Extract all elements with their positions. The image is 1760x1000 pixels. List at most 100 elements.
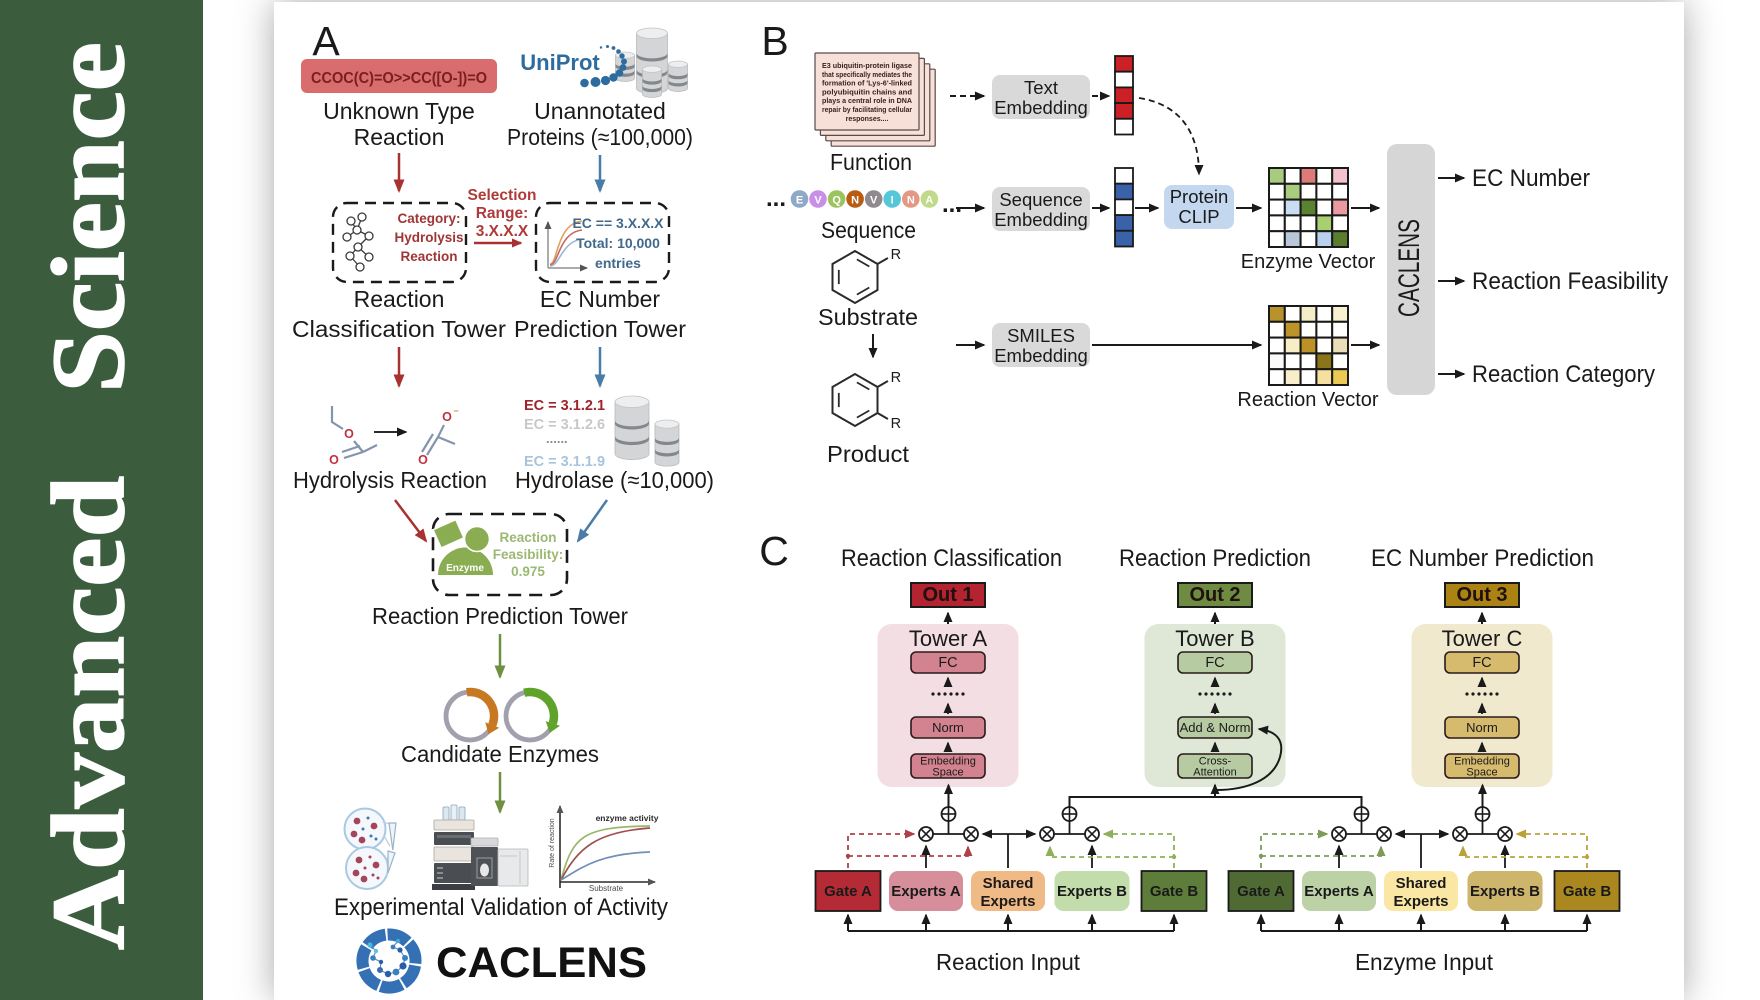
svg-text:Candidate Enzymes: Candidate Enzymes (401, 741, 599, 767)
svg-text:Reaction Prediction Tower: Reaction Prediction Tower (372, 603, 628, 629)
svg-text:Experts B: Experts B (1057, 883, 1127, 900)
svg-text:......: ...... (546, 431, 568, 446)
svg-text:Experts: Experts (980, 893, 1035, 910)
svg-text:Experts A: Experts A (891, 883, 961, 900)
svg-text:UniProt: UniProt (520, 50, 600, 75)
svg-text:0.975: 0.975 (511, 564, 545, 579)
svg-text:CCOC(C)=O>>CC([O-])=O: CCOC(C)=O>>CC([O-])=O (311, 70, 487, 87)
svg-text:...: ... (766, 185, 786, 212)
svg-text:Enzyme Vector: Enzyme Vector (1241, 251, 1376, 273)
svg-text:Reaction: Reaction (400, 249, 457, 264)
svg-text:CACLENS: CACLENS (436, 939, 647, 987)
svg-text:Experts B: Experts B (1470, 883, 1540, 900)
svg-text:Embedding: Embedding (994, 345, 1088, 366)
svg-text:Enzyme: Enzyme (446, 563, 484, 574)
svg-text:Feasibility:: Feasibility: (493, 547, 564, 562)
svg-text:...: ... (942, 191, 962, 218)
svg-text:E3 ubiquitin-protein ligase: E3 ubiquitin-protein ligase (822, 63, 912, 70)
svg-text:EC = 3.1.2.6: EC = 3.1.2.6 (524, 417, 605, 433)
svg-text:Rate of reaction: Rate of reaction (549, 818, 556, 868)
svg-text:Classification Tower: Classification Tower (292, 316, 506, 342)
svg-text:A: A (312, 18, 340, 64)
svg-text:Embedding: Embedding (920, 756, 976, 768)
svg-text:responses....: responses.... (846, 116, 889, 123)
svg-text:N: N (851, 195, 859, 207)
svg-text:Unannotated: Unannotated (534, 98, 666, 124)
svg-text:EC = 3.1.2.1: EC = 3.1.2.1 (524, 398, 605, 414)
svg-text:Out 3: Out 3 (1456, 584, 1507, 606)
svg-text:Hydrolysis Reaction: Hydrolysis Reaction (293, 467, 487, 493)
svg-text:entries: entries (595, 255, 641, 271)
svg-text:Reaction Category: Reaction Category (1472, 361, 1655, 388)
svg-text:Out 2: Out 2 (1189, 584, 1240, 606)
svg-text:Tower C: Tower C (1442, 626, 1523, 651)
svg-text:Reaction Input: Reaction Input (936, 949, 1081, 975)
svg-text:Embedding: Embedding (1454, 756, 1510, 768)
svg-text:Q: Q (832, 195, 841, 207)
svg-text:Unknown Type: Unknown Type (323, 98, 475, 124)
svg-text:Total: 10,000: Total: 10,000 (576, 235, 660, 251)
svg-text:Shared: Shared (1396, 875, 1447, 892)
svg-text:Space: Space (1466, 767, 1497, 779)
svg-text:Enzyme Input: Enzyme Input (1355, 949, 1494, 975)
svg-text:FC: FC (938, 655, 957, 671)
svg-text:Embedding: Embedding (994, 97, 1088, 118)
svg-text:CLIP: CLIP (1178, 206, 1219, 227)
svg-text:Range:: Range: (476, 205, 529, 222)
svg-text:V: V (870, 195, 878, 207)
svg-text:Reaction Feasibility: Reaction Feasibility (1472, 268, 1668, 295)
svg-text:I: I (891, 195, 894, 207)
svg-text:Gate B: Gate B (1563, 883, 1612, 900)
svg-text:Product: Product (827, 441, 910, 467)
svg-text:Reaction Classification: Reaction Classification (841, 545, 1062, 572)
svg-text:O: O (418, 453, 428, 467)
svg-text:EC Number Prediction: EC Number Prediction (1371, 545, 1594, 572)
svg-text:R: R (891, 416, 901, 432)
svg-text:Tower B: Tower B (1175, 626, 1254, 651)
svg-text:Protein: Protein (1170, 186, 1229, 207)
svg-text:enzyme activity: enzyme activity (596, 813, 659, 823)
svg-text:Substrate: Substrate (818, 304, 918, 330)
svg-text:V: V (814, 195, 822, 207)
svg-text:A: A (925, 195, 933, 207)
svg-text:that specifically mediates the: that specifically mediates the (822, 72, 912, 79)
svg-text:EC Number: EC Number (1472, 165, 1590, 192)
svg-text:Gate A: Gate A (824, 883, 872, 900)
svg-text:Reaction Prediction: Reaction Prediction (1119, 545, 1311, 572)
svg-text:C: C (759, 528, 789, 574)
svg-text:Gate B: Gate B (1150, 883, 1199, 900)
svg-text:Out 1: Out 1 (922, 584, 973, 606)
svg-text:N: N (907, 195, 915, 207)
svg-text:Space: Space (932, 767, 963, 779)
svg-text:3.X.X.X: 3.X.X.X (476, 223, 529, 240)
svg-text:repair by facilitating cellula: repair by facilitating cellular (822, 107, 912, 114)
svg-text:EC == 3.X.X.X: EC == 3.X.X.X (572, 215, 664, 231)
svg-text:Reaction: Reaction (354, 124, 445, 150)
svg-text:Reaction Vector: Reaction Vector (1237, 389, 1379, 411)
svg-text:Shared: Shared (983, 875, 1034, 892)
svg-text:−: − (453, 406, 458, 416)
svg-text:O: O (329, 453, 339, 467)
svg-text:Hydrolase (≈10,000): Hydrolase (≈10,000) (515, 467, 714, 493)
svg-text:B: B (761, 18, 788, 64)
svg-text:Experts A: Experts A (1304, 883, 1374, 900)
svg-text:E: E (796, 195, 803, 207)
svg-text:Prediction Tower: Prediction Tower (514, 316, 686, 342)
svg-text:R: R (891, 247, 901, 263)
svg-text:Advanced Science: Advanced Science (31, 42, 146, 950)
svg-text:Gate A: Gate A (1237, 883, 1285, 900)
svg-text:Proteins (≈100,000): Proteins (≈100,000) (507, 124, 693, 150)
svg-text:CACLENS: CACLENS (1393, 219, 1426, 317)
svg-text:Function: Function (830, 149, 912, 175)
svg-text:O: O (442, 410, 452, 424)
svg-text:Norm: Norm (932, 720, 964, 735)
svg-text:Text: Text (1024, 77, 1058, 98)
svg-text:Selection: Selection (468, 187, 537, 204)
svg-text:Cross-: Cross- (1199, 756, 1232, 768)
svg-text:Substrate: Substrate (589, 884, 624, 893)
svg-text:Experts: Experts (1393, 893, 1448, 910)
svg-text:Embedding: Embedding (994, 209, 1088, 230)
svg-text:Add & Norm: Add & Norm (1180, 720, 1251, 735)
svg-text:Tower A: Tower A (909, 626, 988, 651)
svg-text:Reaction: Reaction (499, 530, 556, 545)
